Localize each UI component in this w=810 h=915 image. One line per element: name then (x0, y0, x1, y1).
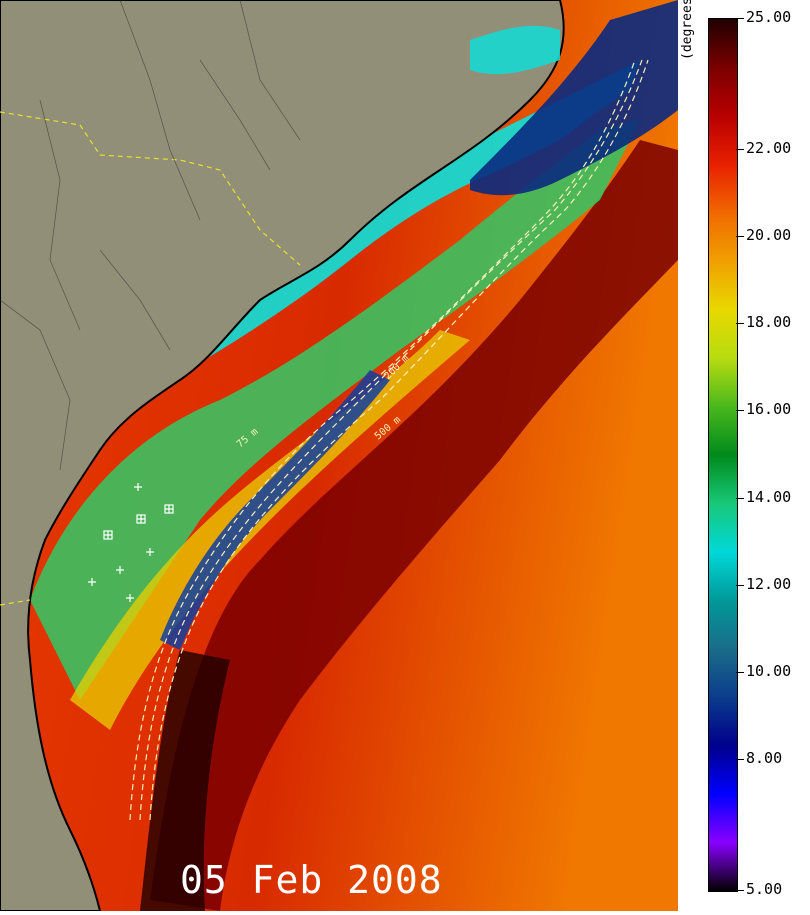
colorbar-tick-label: 12.00 (746, 574, 792, 593)
colorbar-units-label: (degrees-C) (680, 0, 695, 60)
colorbar-tick-label: 5.00 (746, 880, 783, 898)
colorbar-tick-label: 8.00 (746, 749, 783, 768)
land-mass (0, 0, 565, 912)
colorbar-tick (736, 18, 744, 19)
buoy-square-cross (104, 531, 112, 539)
colorbar-tick-label: 16.00 (746, 400, 792, 419)
colorbar-tick (736, 148, 744, 150)
station-cross-icon[interactable] (88, 578, 96, 586)
colorbar-tick (736, 410, 744, 412)
county-lines (0, 0, 301, 471)
station-cross-icon[interactable] (146, 548, 154, 556)
northern-cold-water (470, 0, 678, 196)
colorbar-tick-label: 14.00 (746, 487, 792, 506)
colorbar-tick-label: 25.00 (746, 8, 792, 26)
colorbar-tick-label: 20.00 (746, 226, 792, 244)
station-markers (88, 483, 174, 602)
sound-water (470, 25, 560, 75)
colorbar-tick (736, 323, 744, 325)
colorbar-tick (736, 672, 744, 673)
deep-water-dark (140, 650, 230, 911)
isobath-75m (129, 59, 636, 821)
isobath-500m (149, 59, 649, 821)
colorbar-tick-label: 10.00 (746, 662, 792, 680)
station-cross-icon[interactable] (116, 566, 124, 574)
cold-filament-blue (160, 370, 390, 650)
buoy-square-cross (165, 505, 173, 513)
colorbar-fill (709, 19, 737, 891)
sst-map: 75 m 200 m 500 m 05 Feb 2008 (0, 0, 678, 912)
colorbar-tick-label: 22.00 (746, 138, 792, 157)
colorbar-tick (736, 759, 744, 761)
isobath-200m (139, 59, 643, 821)
colorbar-tick-label: 18.00 (746, 313, 792, 332)
colorbar-tick (736, 584, 744, 586)
state-boundary-line (0, 111, 301, 266)
colorbar-tick (736, 497, 744, 499)
temperature-colorbar (708, 18, 738, 892)
sea-surface-temperature-map: 75 m 200 m 500 m (0, 0, 678, 912)
gulf-stream-core (150, 140, 678, 911)
image-date-label: 05 Feb 2008 (180, 858, 443, 902)
station-cross-icon[interactable] (126, 594, 134, 602)
colorbar-tick (736, 890, 744, 891)
buoy-square-cross (137, 515, 145, 523)
station-cross-icon[interactable] (134, 483, 142, 491)
shelf-green-band (30, 120, 640, 700)
colorbar-tick (736, 236, 744, 237)
